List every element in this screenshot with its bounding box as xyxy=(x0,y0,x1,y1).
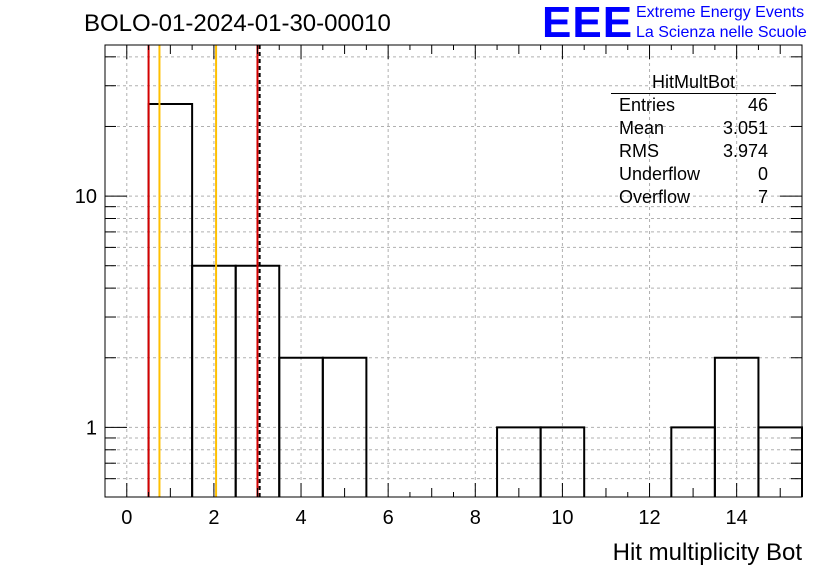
stats-label: RMS xyxy=(619,141,659,161)
logo-subtitle-line2: La Scienza nelle Scuole xyxy=(636,24,807,41)
stats-row-mean: Mean 3.051 xyxy=(611,117,776,140)
x-tick-label: 14 xyxy=(726,507,748,529)
chart-title: BOLO-01-2024-01-30-00010 xyxy=(84,10,391,37)
stats-row-rms: RMS 3.974 xyxy=(611,140,776,163)
stats-value: 3.974 xyxy=(722,141,768,161)
stats-value: 3.051 xyxy=(722,118,768,138)
stats-value: 0 xyxy=(757,164,768,184)
x-tick-label: 0 xyxy=(121,507,132,529)
x-tick-label: 2 xyxy=(208,507,219,529)
histogram-bin xyxy=(321,356,368,497)
stats-label: Underflow xyxy=(619,164,701,184)
x-tick-label: 10 xyxy=(551,507,573,529)
y-tick-label: 1 xyxy=(86,417,97,439)
stats-row-entries: Entries 46 xyxy=(611,94,776,117)
x-axis-label: Hit multiplicity Bot xyxy=(613,539,803,566)
stats-row-overflow: Overflow 7 xyxy=(611,186,776,209)
stats-value: 7 xyxy=(757,187,768,207)
stats-title: HitMultBot xyxy=(611,72,776,94)
stats-box: HitMultBot Entries 46 Mean 3.051 RMS 3.9… xyxy=(611,72,776,209)
x-tick-label: 12 xyxy=(638,507,660,529)
stats-label: Mean xyxy=(619,118,665,138)
x-tick-label: 6 xyxy=(383,507,394,529)
y-tick-label: 10 xyxy=(75,186,97,208)
stats-value: 46 xyxy=(747,95,768,115)
logo-subtitle-line1: Extreme Energy Events xyxy=(636,4,805,21)
eee-logo: EEE xyxy=(542,0,634,47)
stats-row-underflow: Underflow 0 xyxy=(611,163,776,186)
x-tick-label: 4 xyxy=(295,507,306,529)
stats-label: Overflow xyxy=(619,187,691,207)
histogram-bin xyxy=(539,426,586,497)
stats-label: Entries xyxy=(619,95,676,115)
x-tick-label: 8 xyxy=(470,507,481,529)
